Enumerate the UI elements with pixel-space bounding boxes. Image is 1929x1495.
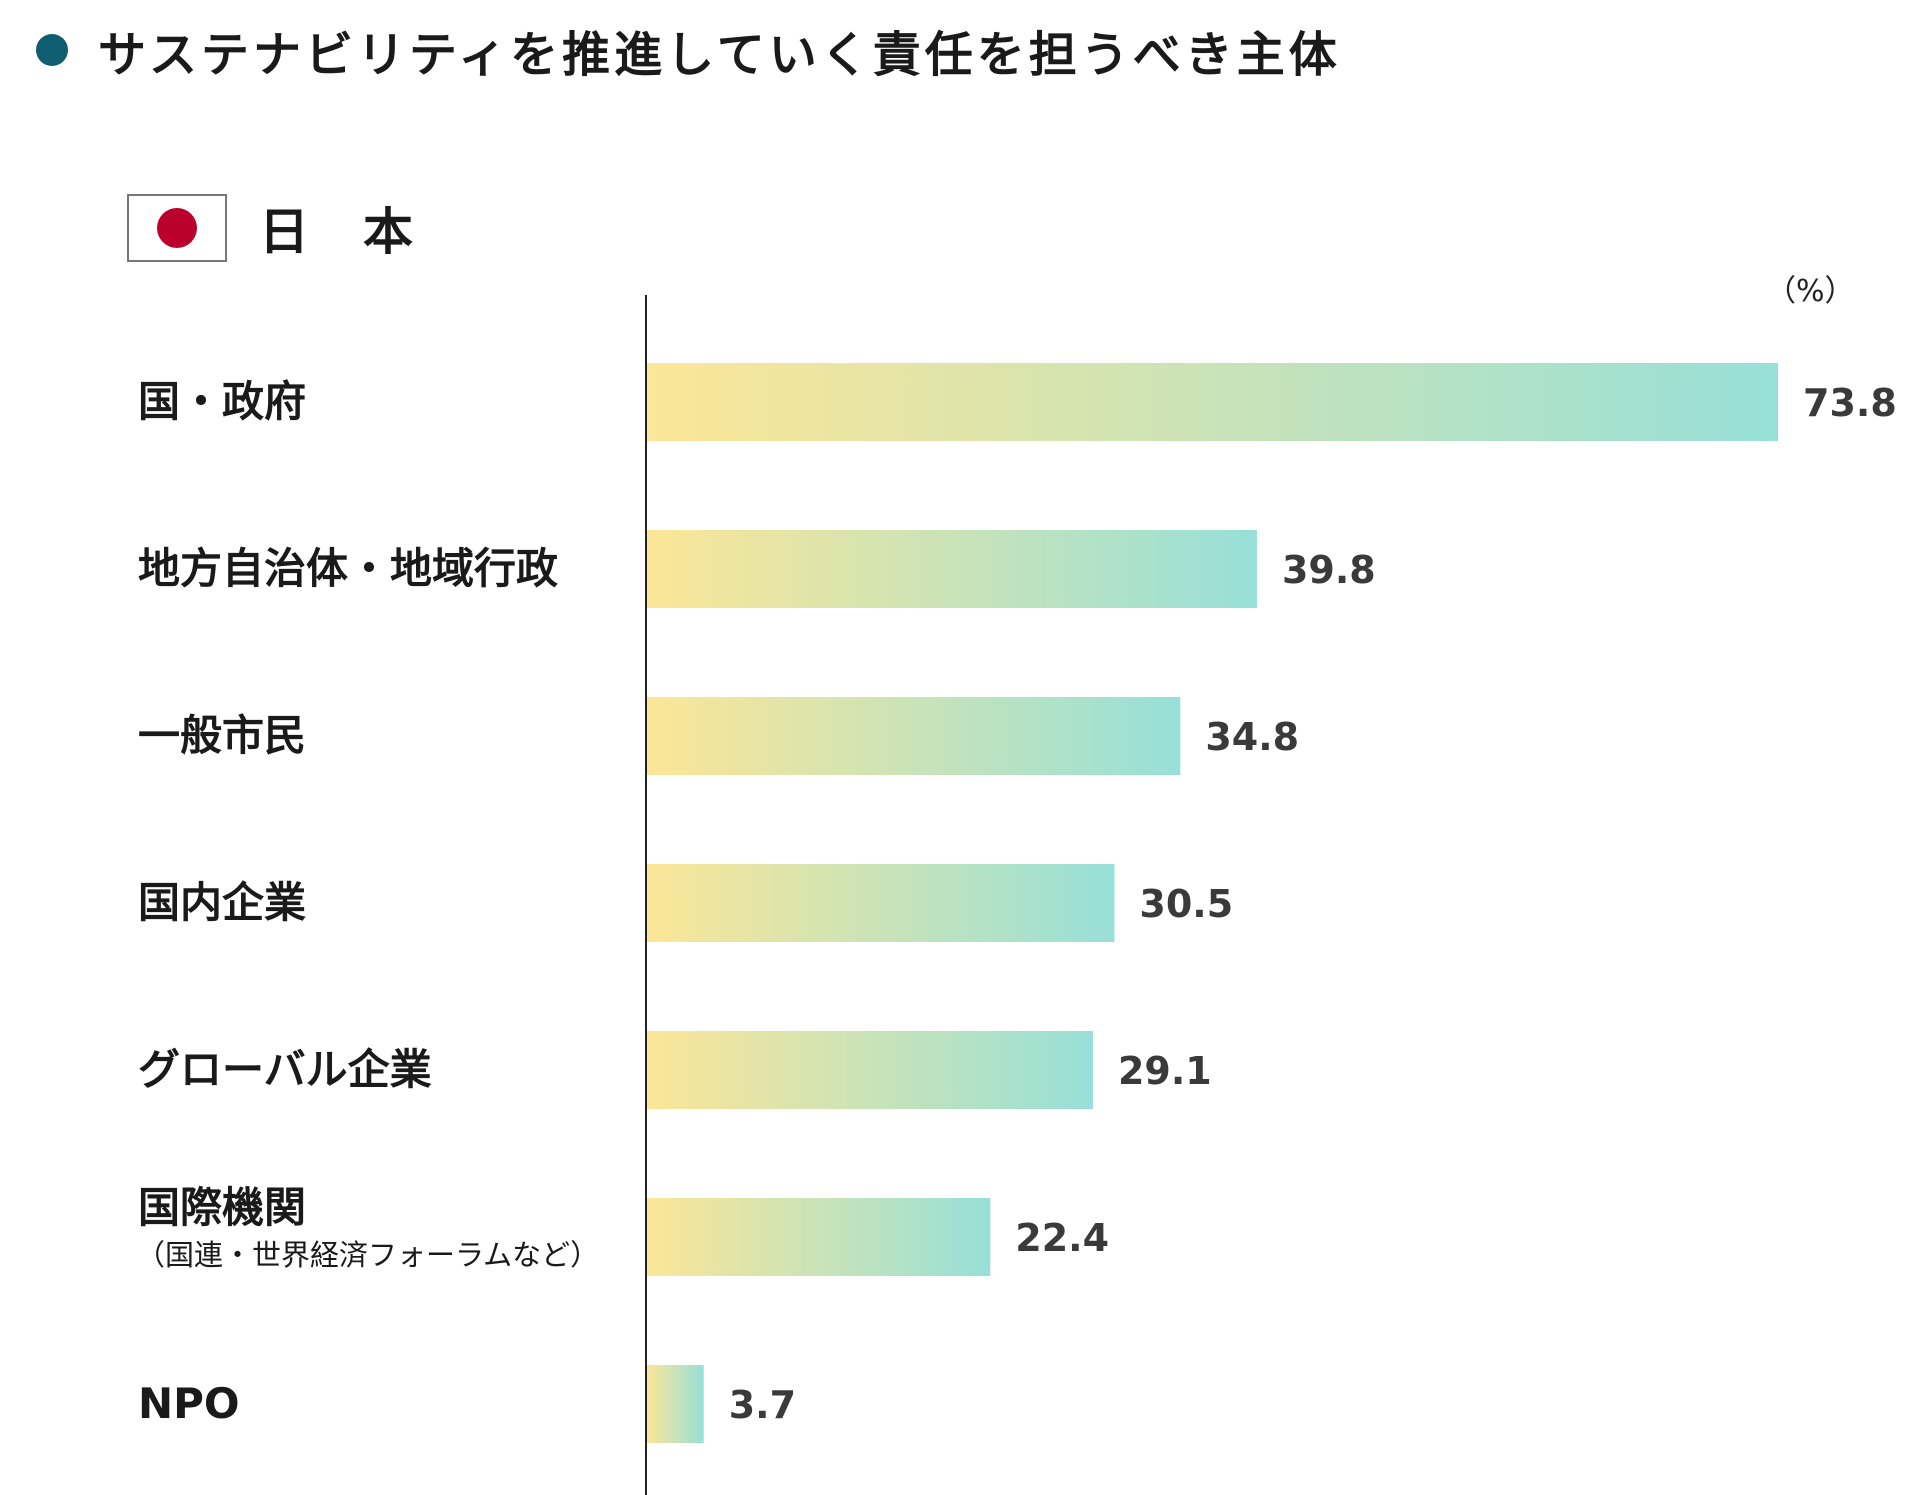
bar-5 [647, 1031, 1093, 1109]
value-label-2: 39.8 [1282, 548, 1376, 592]
value-label-5: 29.1 [1118, 1049, 1212, 1093]
chart-title-row: サステナビリティを推進していく責任を担うべき主体 [36, 18, 1341, 83]
bar-6 [647, 1198, 991, 1276]
bar-1 [647, 363, 1778, 441]
category-label-5: グローバル企業 [138, 1045, 432, 1094]
bar-4 [647, 864, 1115, 942]
country-name: 日本 [259, 203, 467, 261]
category-label-1: 国・政府 [138, 377, 307, 426]
category-label-7: NPO [138, 1379, 240, 1428]
category-label-6: 国際機関 [138, 1183, 307, 1232]
country-heading: 日本 [127, 192, 467, 264]
value-label-6: 22.4 [1015, 1216, 1109, 1260]
category-label-3: 一般市民 [138, 711, 307, 760]
category-label-2: 地方自治体・地域行政 [138, 544, 559, 593]
chart-title: サステナビリティを推進していく責任を担うべき主体 [98, 27, 1341, 83]
category-note-6: （国連・世界経済フォーラムなど） [136, 1238, 600, 1272]
value-label-4: 30.5 [1139, 882, 1233, 926]
bar-7 [647, 1365, 704, 1443]
bullet-dot-icon [36, 34, 68, 66]
value-label-3: 34.8 [1205, 715, 1299, 759]
value-label-1: 73.8 [1803, 381, 1897, 425]
bar-2 [647, 530, 1257, 608]
unit-label: （%） [1766, 274, 1855, 309]
japan-flag-icon [127, 194, 227, 262]
value-label-7: 3.7 [729, 1383, 796, 1427]
category-label-4: 国内企業 [138, 878, 307, 927]
bar-3 [647, 697, 1181, 775]
flag-disc [157, 208, 197, 248]
